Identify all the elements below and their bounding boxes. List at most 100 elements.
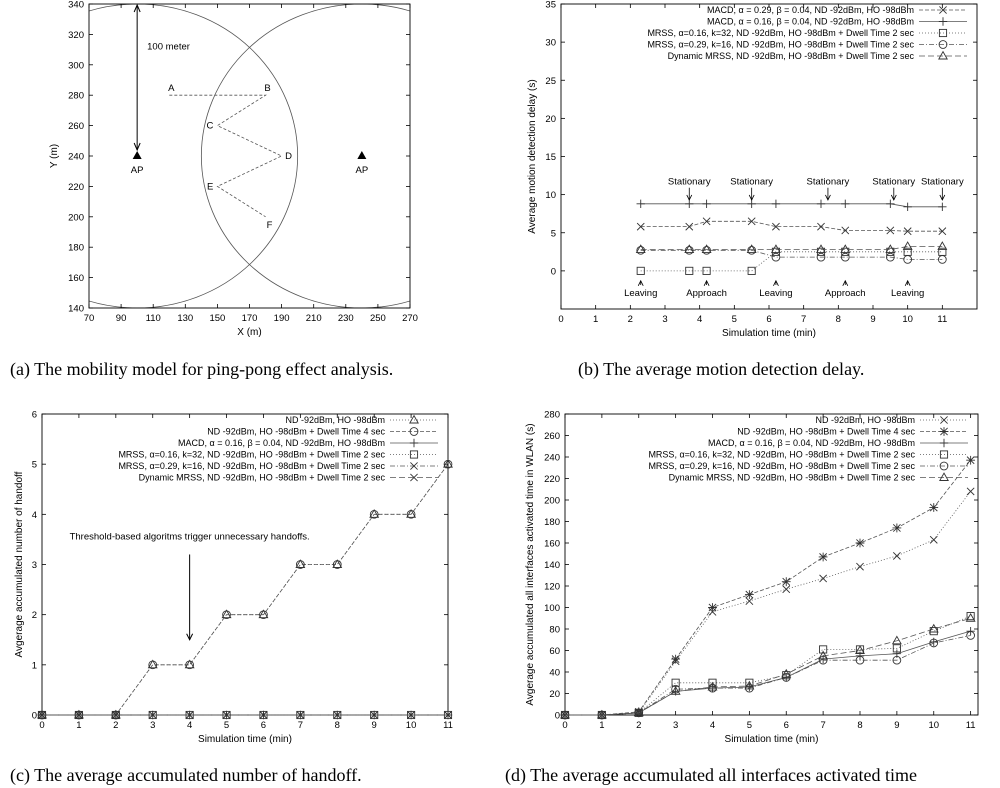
arrow-head: [748, 194, 755, 201]
data-point: [684, 245, 694, 255]
data-point: [185, 711, 194, 719]
series-5: [38, 711, 452, 719]
data-point: [886, 199, 895, 208]
y-tick-label: 140: [68, 304, 84, 315]
legend-marker: [938, 28, 948, 38]
arrow-head: [904, 279, 911, 286]
x-tick-label: 4: [710, 720, 715, 731]
y-tick-label: 60: [549, 646, 560, 657]
legend-marker: [939, 427, 949, 436]
x-tick-label: 0: [39, 720, 44, 731]
series-line: [640, 251, 943, 272]
series-3: [636, 245, 947, 264]
data-point: [929, 638, 939, 648]
series-5: [560, 612, 976, 719]
data-point: [702, 266, 711, 275]
series-line: [565, 491, 971, 716]
x-tick-label: 4: [187, 720, 192, 731]
x-tick-label: 5: [224, 720, 229, 731]
legend-entry: MRSS, α=0.16, k=32, ND -92dBm, HO -98dBm…: [647, 28, 914, 38]
y-tick-label: 180: [68, 243, 84, 254]
data-point: [702, 217, 711, 226]
x-axis-label: Simulation time (min): [198, 734, 292, 745]
series-2: [636, 247, 947, 275]
x-tick-label: 9: [372, 720, 377, 731]
data-point: [966, 612, 975, 621]
data-point: [148, 660, 158, 670]
y-tick-label: 140: [544, 560, 560, 571]
y-tick-label: 40: [549, 668, 560, 679]
annotation-text: Approach: [686, 288, 727, 299]
y-axis-label: Avgerage accumulated all interfaces acti…: [525, 423, 536, 705]
legend: ND -92dBm, HO -98dBm ND -92dBm, HO -98dBm…: [648, 415, 968, 483]
legend-marker: [940, 416, 948, 424]
data-point: [369, 509, 380, 518]
data-point: [222, 711, 231, 719]
y-tick-label: 240: [544, 453, 560, 464]
annotation: Stationary: [872, 177, 915, 201]
ap-label: AP: [131, 165, 144, 176]
y-tick-label: 20: [545, 114, 556, 125]
y-tick-label: 160: [544, 539, 560, 550]
waypoint-label: B: [264, 83, 270, 94]
coverage-areas: [89, 4, 410, 308]
y-tick-label: 1: [32, 660, 37, 671]
caption: (a) The mobility model for ping-pong eff…: [10, 359, 393, 380]
legend-entry: ND -92dBm, HO -98dBm: [285, 415, 385, 425]
annotation-text: Stationary: [921, 177, 964, 188]
x-tick-label: 6: [261, 720, 266, 731]
x-tick-label: 7: [801, 314, 806, 325]
y-tick-label: 240: [68, 152, 84, 163]
data-point: [74, 711, 83, 719]
x-tick-label: 5: [732, 314, 737, 325]
data-point: [929, 535, 938, 544]
y-tick-label: 80: [549, 625, 560, 636]
coverage-circle: [200, 4, 410, 308]
y-tick-label: 2: [32, 610, 37, 621]
arrow-head: [637, 279, 644, 286]
x-tick-label: 10: [902, 314, 913, 325]
arrow-head: [703, 279, 710, 286]
y-tick-label: 4: [32, 510, 37, 521]
data-point: [333, 711, 342, 719]
legend-entry: ND -92dBm, HO -98dBm + Dwell Time 4 sec: [737, 427, 915, 437]
y-tick-label: 0: [551, 266, 556, 277]
coverage-circle: [89, 4, 299, 308]
x-axis-label: Simulation time (min): [722, 328, 816, 339]
legend-marker: [409, 450, 419, 459]
data-point: [902, 241, 913, 250]
y-axis-label: Average motion detection delay (s): [527, 79, 538, 233]
annotation-text: Stationary: [807, 177, 850, 188]
series-line: [640, 246, 943, 250]
x-tick-label: 7: [298, 720, 303, 731]
data-point: [965, 612, 976, 622]
data-point: [816, 252, 826, 262]
data-point: [707, 681, 718, 691]
data-point: [966, 455, 976, 465]
x-tick-label: 3: [673, 720, 678, 731]
ap-label: AP: [356, 165, 369, 176]
annotation-text: Leaving: [759, 288, 792, 299]
series-line: [640, 203, 943, 208]
data-point: [702, 199, 711, 208]
y-tick-label: 120: [544, 582, 560, 593]
data-point: [259, 610, 268, 620]
arrow-head: [825, 194, 831, 201]
data-point: [818, 552, 828, 562]
legend: ND -92dBm, HO -98dBm ND -92dBm, HO -98dBm…: [118, 414, 438, 483]
x-tick-label: 5: [747, 720, 752, 731]
legend-marker: [939, 6, 947, 14]
legend-entry: MACD, α = 0.16, β = 0.04, ND -92dBm, HO …: [707, 17, 914, 27]
data-point: [296, 711, 305, 719]
legend-marker: [410, 462, 418, 470]
waypoint-label: E: [207, 181, 213, 192]
series-3: [560, 612, 975, 720]
legend-marker: [939, 461, 949, 471]
arrow-head: [890, 194, 897, 201]
annotation: Threshold-based algoritms trigger unnece…: [70, 531, 310, 641]
x-tick-label: 11: [443, 720, 453, 731]
data-point: [670, 686, 681, 695]
x-tick-label: 0: [562, 720, 567, 731]
arrow-head: [186, 633, 194, 641]
data-point: [938, 202, 947, 212]
